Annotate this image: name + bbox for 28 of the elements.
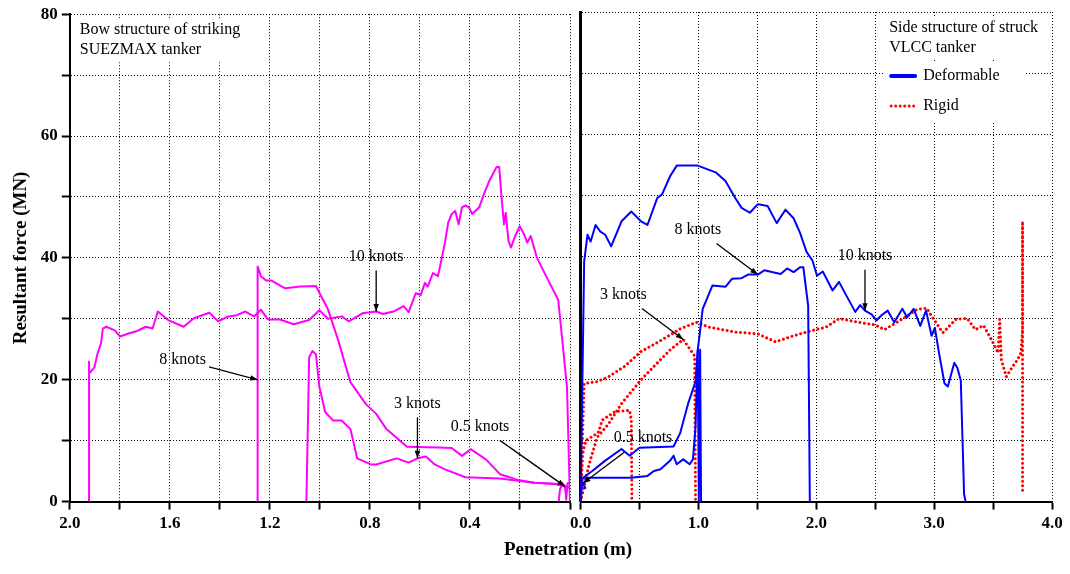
- legend-label: Rigid: [923, 96, 959, 115]
- annotation: 3 knots: [394, 393, 441, 411]
- x-tick-label: 1.6: [159, 513, 181, 533]
- annotation: Bow structure of striking SUEZMAX tanker: [79, 20, 241, 58]
- x-axis-title: Penetration (m): [502, 538, 634, 560]
- annotation: 3 knots: [599, 284, 647, 302]
- x-tick-label: 3.0: [923, 513, 945, 533]
- y-tick-label: 60: [40, 125, 58, 145]
- x-tick-label: 2.0: [805, 513, 827, 533]
- legend-label: Deformable: [923, 66, 1000, 84]
- x-tick-label: 2.0: [59, 513, 81, 533]
- x-tick-label: 1.0: [687, 513, 710, 533]
- y-axis-title: Resultant force (MN): [9, 171, 32, 345]
- x-tick-label: 0.4: [459, 513, 482, 533]
- x-tick-label: 1.2: [259, 513, 281, 533]
- y-tick-label: 80: [40, 3, 58, 23]
- x-tick-label: 0.8: [359, 513, 381, 533]
- y-tick-label: 40: [40, 247, 58, 267]
- y-tick-label: 20: [40, 369, 58, 389]
- annotation: 10 knots: [348, 246, 404, 264]
- x-tick-label: 0.0: [570, 513, 592, 533]
- annotation: 0.5 knots: [450, 416, 510, 434]
- annotation: Side structure of struck VLCC tanker: [889, 18, 1039, 56]
- annotation: 8 knots: [674, 219, 722, 237]
- y-tick-label: 0: [49, 490, 58, 510]
- annotation: 8 knots: [159, 349, 206, 367]
- annotation: 10 knots: [837, 245, 893, 263]
- x-tick-label: 4.0: [1041, 513, 1063, 533]
